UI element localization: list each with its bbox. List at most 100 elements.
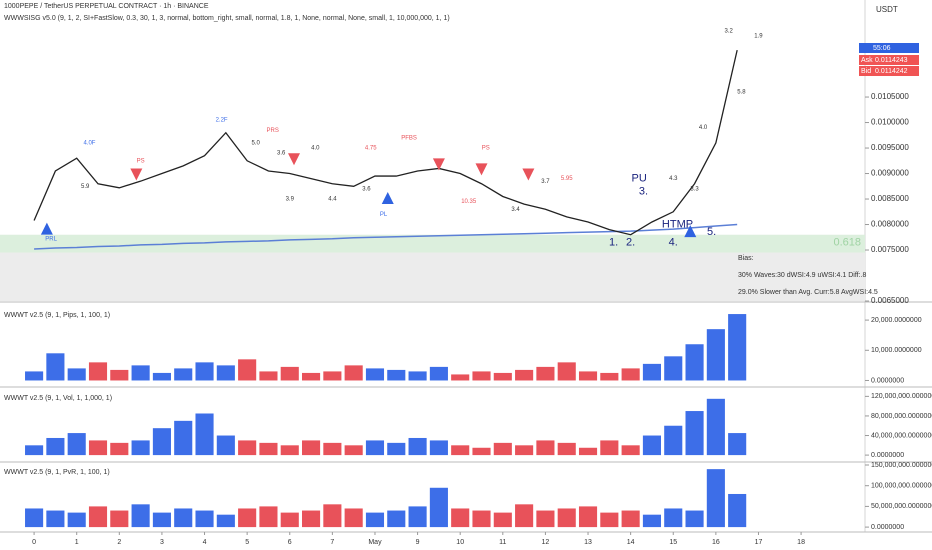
annotation: PU bbox=[632, 173, 647, 185]
bar bbox=[451, 445, 470, 456]
x-tick-label: 18 bbox=[797, 539, 805, 546]
x-tick-label: 2 bbox=[117, 539, 121, 546]
bar bbox=[536, 510, 555, 528]
bar bbox=[578, 506, 598, 528]
x-tick-label: 1 bbox=[75, 539, 79, 546]
price-tag bbox=[859, 55, 919, 65]
x-tick-label: 9 bbox=[416, 539, 420, 546]
y-tick-label: 0.0080000 bbox=[871, 220, 909, 229]
x-tick-label: 10 bbox=[456, 539, 464, 546]
bar bbox=[706, 469, 725, 528]
bar bbox=[728, 493, 747, 528]
bar bbox=[88, 362, 108, 381]
annotation: 5.8 bbox=[737, 90, 746, 96]
annotation: 3.9 bbox=[286, 197, 295, 203]
price-tag-label: Bid bbox=[861, 68, 871, 75]
bar bbox=[557, 362, 576, 381]
bar bbox=[706, 329, 725, 381]
signal-down bbox=[130, 168, 143, 181]
annotation: PRS bbox=[267, 128, 279, 134]
bar bbox=[216, 514, 235, 528]
bar bbox=[664, 356, 683, 381]
bar bbox=[557, 508, 576, 528]
annotation: 4.0 bbox=[699, 125, 708, 131]
y-tick-label: 0.0075000 bbox=[871, 245, 909, 254]
annotation: PL bbox=[380, 212, 388, 218]
x-tick-label: 13 bbox=[584, 539, 592, 546]
bar bbox=[152, 512, 171, 528]
y-tick-label: 0.0000000 bbox=[871, 524, 904, 531]
indicator-title: WWWT v2.5 (9, 1, PvR, 1, 100, 1) bbox=[4, 469, 110, 476]
annotation: 2. bbox=[626, 236, 635, 248]
bar bbox=[174, 508, 193, 528]
annotation: 1. bbox=[609, 236, 618, 248]
annotation: PFBS bbox=[401, 135, 417, 141]
x-tick-label: 11 bbox=[499, 539, 506, 546]
signal-down bbox=[432, 158, 445, 171]
annotation: 1.9 bbox=[754, 33, 763, 39]
bar bbox=[365, 368, 385, 381]
bar bbox=[557, 442, 576, 456]
bias-text: 29.0% Slower than Avg. Curr:5.8 AvgWSI:4… bbox=[738, 289, 878, 296]
price-tag-label: Ask bbox=[861, 57, 873, 64]
bar bbox=[88, 440, 108, 456]
annotation: 4.0 bbox=[311, 146, 320, 152]
bar bbox=[472, 510, 491, 528]
bar bbox=[323, 442, 342, 456]
bar bbox=[131, 440, 150, 456]
bar bbox=[664, 425, 683, 456]
annotation: 5.95 bbox=[561, 176, 573, 182]
bar bbox=[174, 368, 193, 381]
bar bbox=[387, 369, 406, 381]
annotation: PRL bbox=[45, 236, 57, 242]
bar bbox=[88, 506, 108, 528]
annotation: 3. bbox=[639, 185, 648, 197]
x-tick-label: 5 bbox=[245, 539, 249, 546]
indicator-title: WWWT v2.5 (9, 1, Vol, 1, 1,000, 1) bbox=[4, 395, 112, 402]
bar bbox=[600, 512, 619, 528]
bar bbox=[493, 372, 512, 381]
x-tick-label: 6 bbox=[288, 539, 292, 546]
bar bbox=[685, 344, 704, 381]
bar bbox=[365, 440, 385, 456]
bar bbox=[664, 508, 683, 528]
bar bbox=[578, 447, 598, 456]
bar bbox=[344, 445, 363, 456]
bar bbox=[472, 371, 491, 381]
y-tick-label: 0.0065000 bbox=[871, 296, 909, 305]
signal-up bbox=[40, 222, 53, 235]
bar bbox=[259, 442, 278, 456]
bar bbox=[238, 508, 257, 528]
bar bbox=[46, 437, 65, 456]
annotation: 5. bbox=[707, 226, 716, 238]
annotation: 3.6 bbox=[277, 151, 286, 157]
x-tick-label: 14 bbox=[627, 539, 635, 546]
bar bbox=[25, 445, 44, 456]
indicator-title: WWWT v2.5 (9, 1, Pips, 1, 100, 1) bbox=[4, 312, 110, 319]
y-tick-label: 120,000,000.0000000 bbox=[871, 393, 932, 400]
bar bbox=[259, 506, 278, 528]
y-tick-label: 0.0105000 bbox=[871, 92, 909, 101]
bar bbox=[515, 504, 534, 528]
bar bbox=[67, 368, 86, 381]
bar bbox=[451, 508, 470, 528]
y-tick-label: 0.0000000 bbox=[871, 377, 904, 384]
bar bbox=[131, 365, 150, 381]
signal-up bbox=[684, 225, 697, 238]
annotation: HTMP bbox=[662, 218, 693, 230]
signal-up bbox=[381, 192, 394, 205]
bar bbox=[323, 504, 342, 528]
bar bbox=[472, 447, 491, 456]
x-tick-label: May bbox=[368, 539, 382, 546]
bar bbox=[451, 374, 470, 381]
bar bbox=[259, 371, 278, 381]
bar bbox=[302, 510, 321, 528]
annotation: 3.6 bbox=[362, 186, 371, 192]
bar bbox=[344, 508, 363, 528]
y-tick-label: 20,000.0000000 bbox=[871, 317, 922, 324]
bar bbox=[280, 366, 299, 381]
annotation: 4.0F bbox=[83, 141, 95, 147]
annotation: 10.35 bbox=[461, 199, 477, 205]
bar bbox=[46, 353, 65, 381]
